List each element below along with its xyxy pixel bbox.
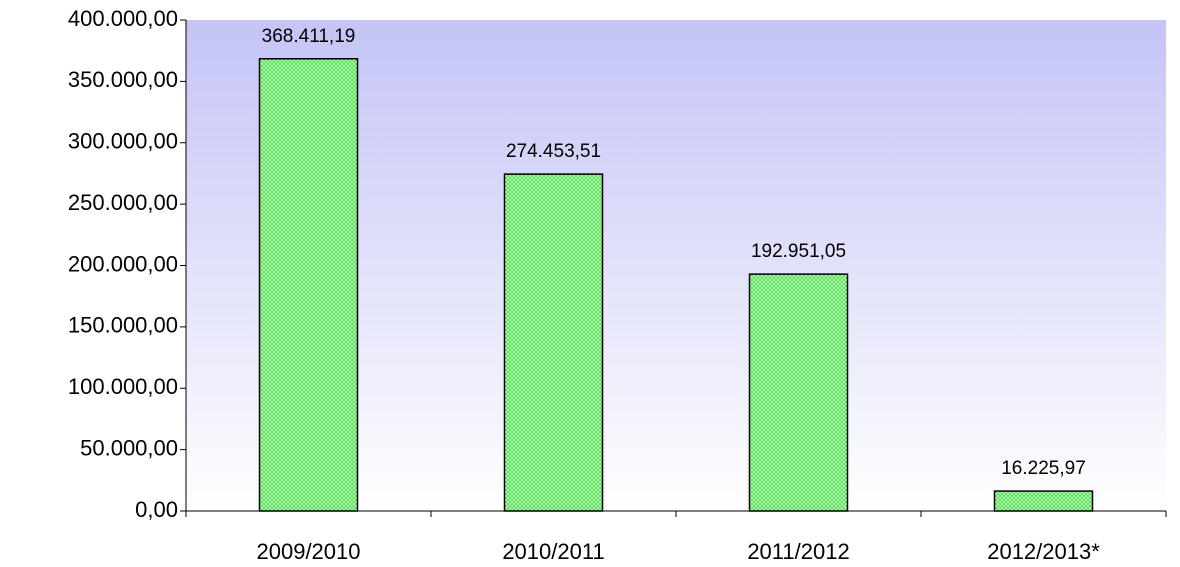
bar <box>258 58 359 512</box>
value-label: 368.411,19 <box>262 26 356 47</box>
bar <box>993 490 1094 512</box>
y-tick-label: 150.000,00 <box>68 313 178 338</box>
value-label: 16.225,97 <box>1001 458 1086 479</box>
bar <box>748 273 849 512</box>
x-tick-label: 2010/2011 <box>502 539 604 564</box>
bar <box>503 173 604 512</box>
x-tick-label: 2011/2012 <box>747 539 849 564</box>
value-label: 274.453,51 <box>506 141 601 162</box>
y-tick-label: 200.000,00 <box>68 251 178 276</box>
x-tick-label: 2012/2013* <box>987 539 1100 564</box>
y-tick-label: 300.000,00 <box>68 129 178 154</box>
x-tick-label: 2009/2010 <box>257 539 361 564</box>
y-tick-label: 400.000,00 <box>68 6 178 31</box>
y-tick-label: 250.000,00 <box>68 190 178 215</box>
value-label: 192.951,05 <box>751 241 846 262</box>
y-tick-label: 0,00 <box>135 497 178 522</box>
y-tick-label: 50.000,00 <box>80 435 178 460</box>
y-tick-label: 100.000,00 <box>68 374 178 399</box>
y-tick-label: 350.000,00 <box>68 67 178 92</box>
